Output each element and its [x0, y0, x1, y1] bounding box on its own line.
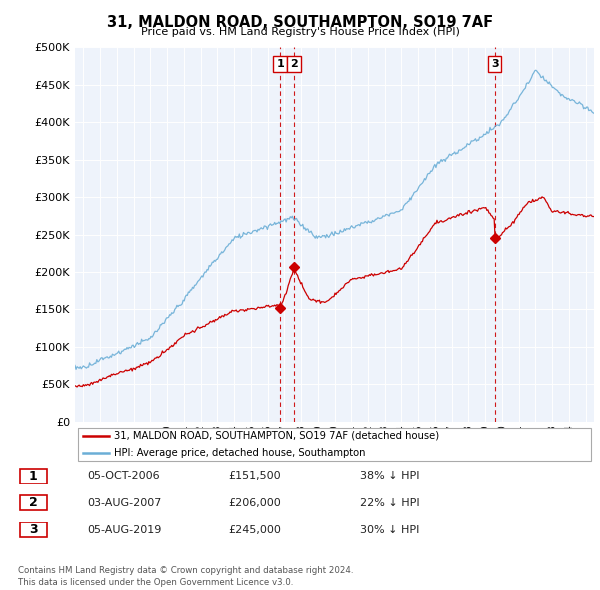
Text: 38% ↓ HPI: 38% ↓ HPI	[360, 471, 419, 481]
Text: 31, MALDON ROAD, SOUTHAMPTON, SO19 7AF (detached house): 31, MALDON ROAD, SOUTHAMPTON, SO19 7AF (…	[114, 431, 439, 441]
Text: Price paid vs. HM Land Registry's House Price Index (HPI): Price paid vs. HM Land Registry's House …	[140, 27, 460, 37]
FancyBboxPatch shape	[19, 522, 47, 537]
Text: £151,500: £151,500	[228, 471, 281, 481]
Text: Contains HM Land Registry data © Crown copyright and database right 2024.
This d: Contains HM Land Registry data © Crown c…	[18, 566, 353, 587]
Text: 3: 3	[491, 59, 499, 69]
Text: 05-AUG-2019: 05-AUG-2019	[87, 525, 161, 535]
Text: 03-AUG-2007: 03-AUG-2007	[87, 498, 161, 507]
Text: 22% ↓ HPI: 22% ↓ HPI	[360, 498, 419, 507]
FancyBboxPatch shape	[19, 495, 47, 510]
FancyBboxPatch shape	[77, 428, 592, 461]
Text: 2: 2	[290, 59, 298, 69]
Text: 30% ↓ HPI: 30% ↓ HPI	[360, 525, 419, 535]
Text: 3: 3	[29, 523, 37, 536]
Text: 05-OCT-2006: 05-OCT-2006	[87, 471, 160, 481]
Text: HPI: Average price, detached house, Southampton: HPI: Average price, detached house, Sout…	[114, 448, 365, 458]
Text: 1: 1	[29, 470, 37, 483]
Text: 2: 2	[29, 496, 37, 509]
FancyBboxPatch shape	[19, 468, 47, 484]
Text: £245,000: £245,000	[228, 525, 281, 535]
Text: 1: 1	[276, 59, 284, 69]
Text: 31, MALDON ROAD, SOUTHAMPTON, SO19 7AF: 31, MALDON ROAD, SOUTHAMPTON, SO19 7AF	[107, 15, 493, 30]
Text: £206,000: £206,000	[228, 498, 281, 507]
